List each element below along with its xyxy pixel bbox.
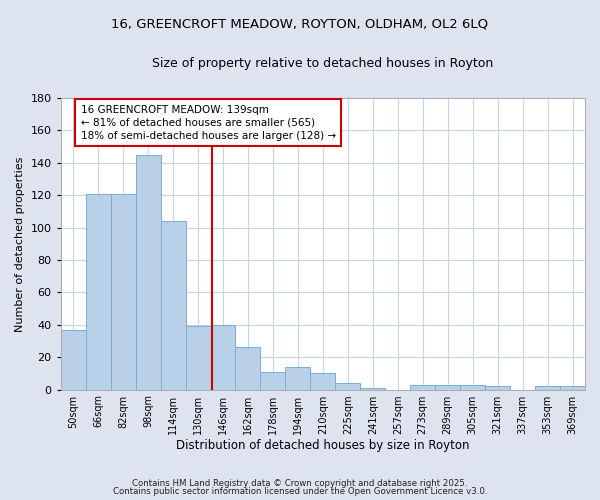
Bar [260,372,286,390]
Bar [361,388,385,390]
Bar [435,384,460,390]
Bar [485,386,510,390]
X-axis label: Distribution of detached houses by size in Royton: Distribution of detached houses by size … [176,440,470,452]
Text: Contains public sector information licensed under the Open Government Licence v3: Contains public sector information licen… [113,487,487,496]
Y-axis label: Number of detached properties: Number of detached properties [15,156,25,332]
Bar [310,374,335,390]
Bar [410,384,435,390]
Text: Contains HM Land Registry data © Crown copyright and database right 2025.: Contains HM Land Registry data © Crown c… [132,478,468,488]
Bar [86,194,110,390]
Text: 16 GREENCROFT MEADOW: 139sqm
← 81% of detached houses are smaller (565)
18% of s: 16 GREENCROFT MEADOW: 139sqm ← 81% of de… [80,104,336,141]
Bar [61,330,86,390]
Bar [235,348,260,390]
Title: Size of property relative to detached houses in Royton: Size of property relative to detached ho… [152,58,493,70]
Bar [460,384,485,390]
Bar [211,325,235,390]
Bar [286,367,310,390]
Bar [185,326,211,390]
Bar [110,194,136,390]
Bar [161,221,185,390]
Text: 16, GREENCROFT MEADOW, ROYTON, OLDHAM, OL2 6LQ: 16, GREENCROFT MEADOW, ROYTON, OLDHAM, O… [112,18,488,30]
Bar [560,386,585,390]
Bar [335,383,361,390]
Bar [535,386,560,390]
Bar [136,154,161,390]
